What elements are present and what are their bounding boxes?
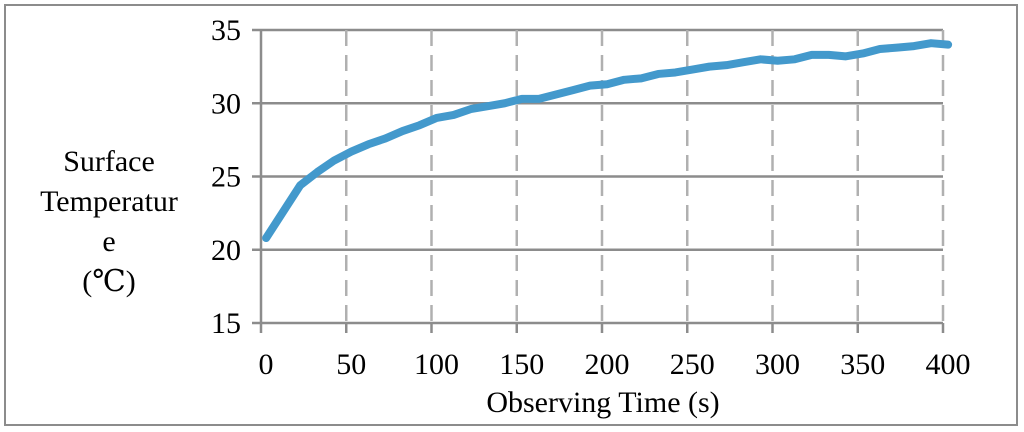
x-tick-label: 100 <box>414 348 459 381</box>
chart-frame <box>4 4 1018 426</box>
grid <box>261 28 945 323</box>
x-tick-label: 150 <box>499 348 544 381</box>
x-axis-title: Observing Time (s) <box>486 386 719 419</box>
y-tick-label: 20 <box>211 234 241 267</box>
x-tick-labels: 0 50 100 150 200 250 300 350 400 <box>259 348 971 381</box>
x-tick-label: 0 <box>259 348 274 381</box>
x-tick-label: 350 <box>840 348 885 381</box>
y-axis-title-line: Surface <box>63 145 155 178</box>
x-tick-label: 400 <box>926 348 971 381</box>
y-tick-label: 15 <box>211 307 241 340</box>
y-axis-title: Surface Temperatur e (℃) <box>14 142 204 302</box>
y-tick-labels: 15 20 25 30 35 <box>211 14 241 340</box>
y-axis-title-line: Temperatur <box>40 185 178 218</box>
axes <box>252 28 945 333</box>
x-tick-label: 200 <box>585 348 630 381</box>
y-axis-title-line: (℃) <box>82 265 136 298</box>
series-layer <box>262 39 953 243</box>
x-tick-label: 300 <box>755 348 800 381</box>
x-tick-label: 50 <box>336 348 366 381</box>
y-tick-label: 30 <box>211 87 241 120</box>
series-line <box>262 39 953 243</box>
y-axis-title-line: e <box>102 225 116 258</box>
y-tick-label: 35 <box>211 14 241 47</box>
y-tick-label: 25 <box>211 161 241 194</box>
x-tick-label: 250 <box>670 348 715 381</box>
